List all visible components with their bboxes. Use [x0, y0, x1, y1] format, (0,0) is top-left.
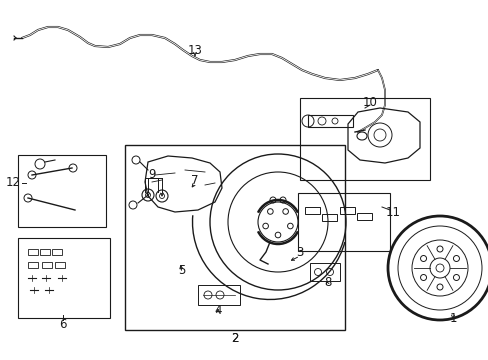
Text: 6: 6: [59, 319, 67, 332]
Bar: [55, 262, 65, 268]
Bar: [305, 207, 319, 214]
Bar: [297, 193, 389, 251]
Bar: [198, 285, 240, 305]
Bar: [339, 207, 354, 214]
Text: 12: 12: [5, 176, 20, 189]
Bar: [18, 238, 110, 318]
Bar: [18, 155, 106, 227]
Bar: [28, 262, 38, 268]
Bar: [28, 249, 38, 255]
Bar: [309, 263, 339, 281]
Text: 2: 2: [231, 332, 238, 345]
Bar: [40, 249, 50, 255]
Text: 7: 7: [191, 174, 198, 186]
Bar: [42, 262, 52, 268]
Text: 4: 4: [214, 303, 221, 316]
Text: 13: 13: [187, 44, 202, 57]
Bar: [307, 115, 352, 127]
Bar: [125, 145, 345, 330]
Text: 2: 2: [231, 332, 238, 345]
Text: 1: 1: [448, 312, 456, 325]
Bar: [52, 249, 62, 255]
Text: 9: 9: [148, 168, 156, 181]
Text: 10: 10: [362, 95, 377, 108]
Text: 11: 11: [385, 207, 400, 220]
Text: 5: 5: [178, 264, 185, 276]
Bar: [321, 214, 336, 221]
Text: 3: 3: [296, 247, 303, 260]
Bar: [356, 213, 371, 220]
Text: 8: 8: [324, 275, 331, 288]
Bar: [299, 98, 429, 180]
